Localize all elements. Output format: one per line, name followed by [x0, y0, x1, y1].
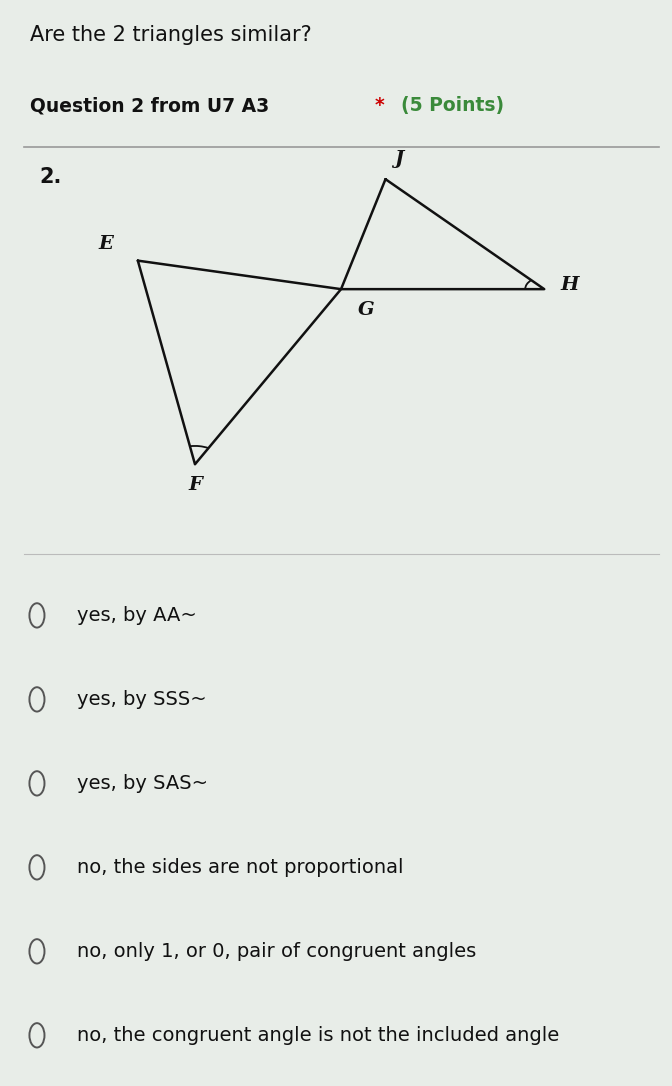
Text: yes, by SAS~: yes, by SAS~ [77, 774, 208, 793]
Text: E: E [99, 236, 114, 253]
Text: yes, by AA~: yes, by AA~ [77, 606, 197, 624]
Text: *: * [375, 96, 385, 115]
Text: 2.: 2. [40, 167, 62, 187]
Text: yes, by SSS~: yes, by SSS~ [77, 690, 207, 709]
Text: Are the 2 triangles similar?: Are the 2 triangles similar? [30, 25, 312, 46]
Text: H: H [560, 276, 579, 294]
Text: (5 Points): (5 Points) [388, 96, 505, 115]
Text: no, the congruent angle is not the included angle: no, the congruent angle is not the inclu… [77, 1026, 560, 1045]
Text: F: F [188, 476, 202, 494]
Text: Question 2 from U7 A3: Question 2 from U7 A3 [30, 96, 276, 115]
Text: J: J [394, 150, 403, 168]
Text: G: G [358, 301, 375, 318]
Text: no, the sides are not proportional: no, the sides are not proportional [77, 858, 404, 876]
Text: no, only 1, or 0, pair of congruent angles: no, only 1, or 0, pair of congruent angl… [77, 942, 476, 961]
